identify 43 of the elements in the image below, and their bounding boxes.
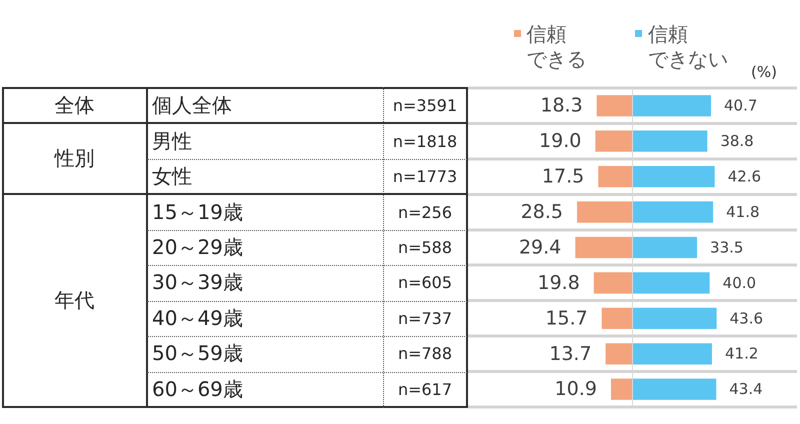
x-axis-title: (%) [751,63,777,81]
text: 性別 [54,145,94,172]
y2-tick-label: n=605 [398,273,452,292]
y-tick-label: 15～19歳 [152,198,243,226]
y-tick-label: 40～49歳 [152,304,243,332]
legend-label: 信頼できる [526,22,586,72]
y-tick-label: 20～29歳 [152,234,243,261]
data-label: 13.7 [549,342,592,365]
data-label: 10.9 [554,378,597,400]
data-label: 42.6 [728,168,762,186]
data-label: 29.4 [518,236,562,258]
data-label: 40.0 [722,274,756,292]
y-tick-label: 個人全体 [152,92,232,120]
data-label: 41.8 [726,202,760,221]
bar [610,378,632,400]
data-label: 15.7 [545,307,588,330]
data-label: 28.5 [520,200,564,223]
y-tick-label: 30～39歳 [152,269,243,296]
data-label: 38.8 [720,132,754,150]
data-label: 19.0 [539,130,582,152]
y2-tick-label: n=737 [398,308,452,328]
data-label: 41.2 [724,344,758,363]
data-label: 19.8 [537,272,580,294]
y2-tick-label: n=1773 [392,167,458,186]
data-label: 40.7 [724,96,758,115]
legend-label: 信頼できない [648,22,728,72]
data-label: 43.4 [729,380,763,398]
y2-tick-label: n=588 [398,238,452,257]
data-label: 18.3 [540,94,583,117]
text: 年代 [54,287,94,314]
data-label: 43.6 [730,309,764,328]
y2-tick-label: n=788 [398,344,452,364]
y2-tick-label: n=617 [398,380,452,399]
y-tick-label: 60～69歳 [152,376,243,403]
y2-tick-label: n=1818 [392,132,458,151]
data-label: 17.5 [542,166,584,188]
y-tick-label: 50～59歳 [152,340,243,368]
y2-tick-label: n=256 [398,202,452,222]
y-tick-label: 女性 [152,163,192,190]
y2-tick-label: n=3591 [392,96,458,116]
y-tick-label: 男性 [152,128,192,155]
data-label: 33.5 [710,238,744,256]
text: 全体 [54,92,94,120]
